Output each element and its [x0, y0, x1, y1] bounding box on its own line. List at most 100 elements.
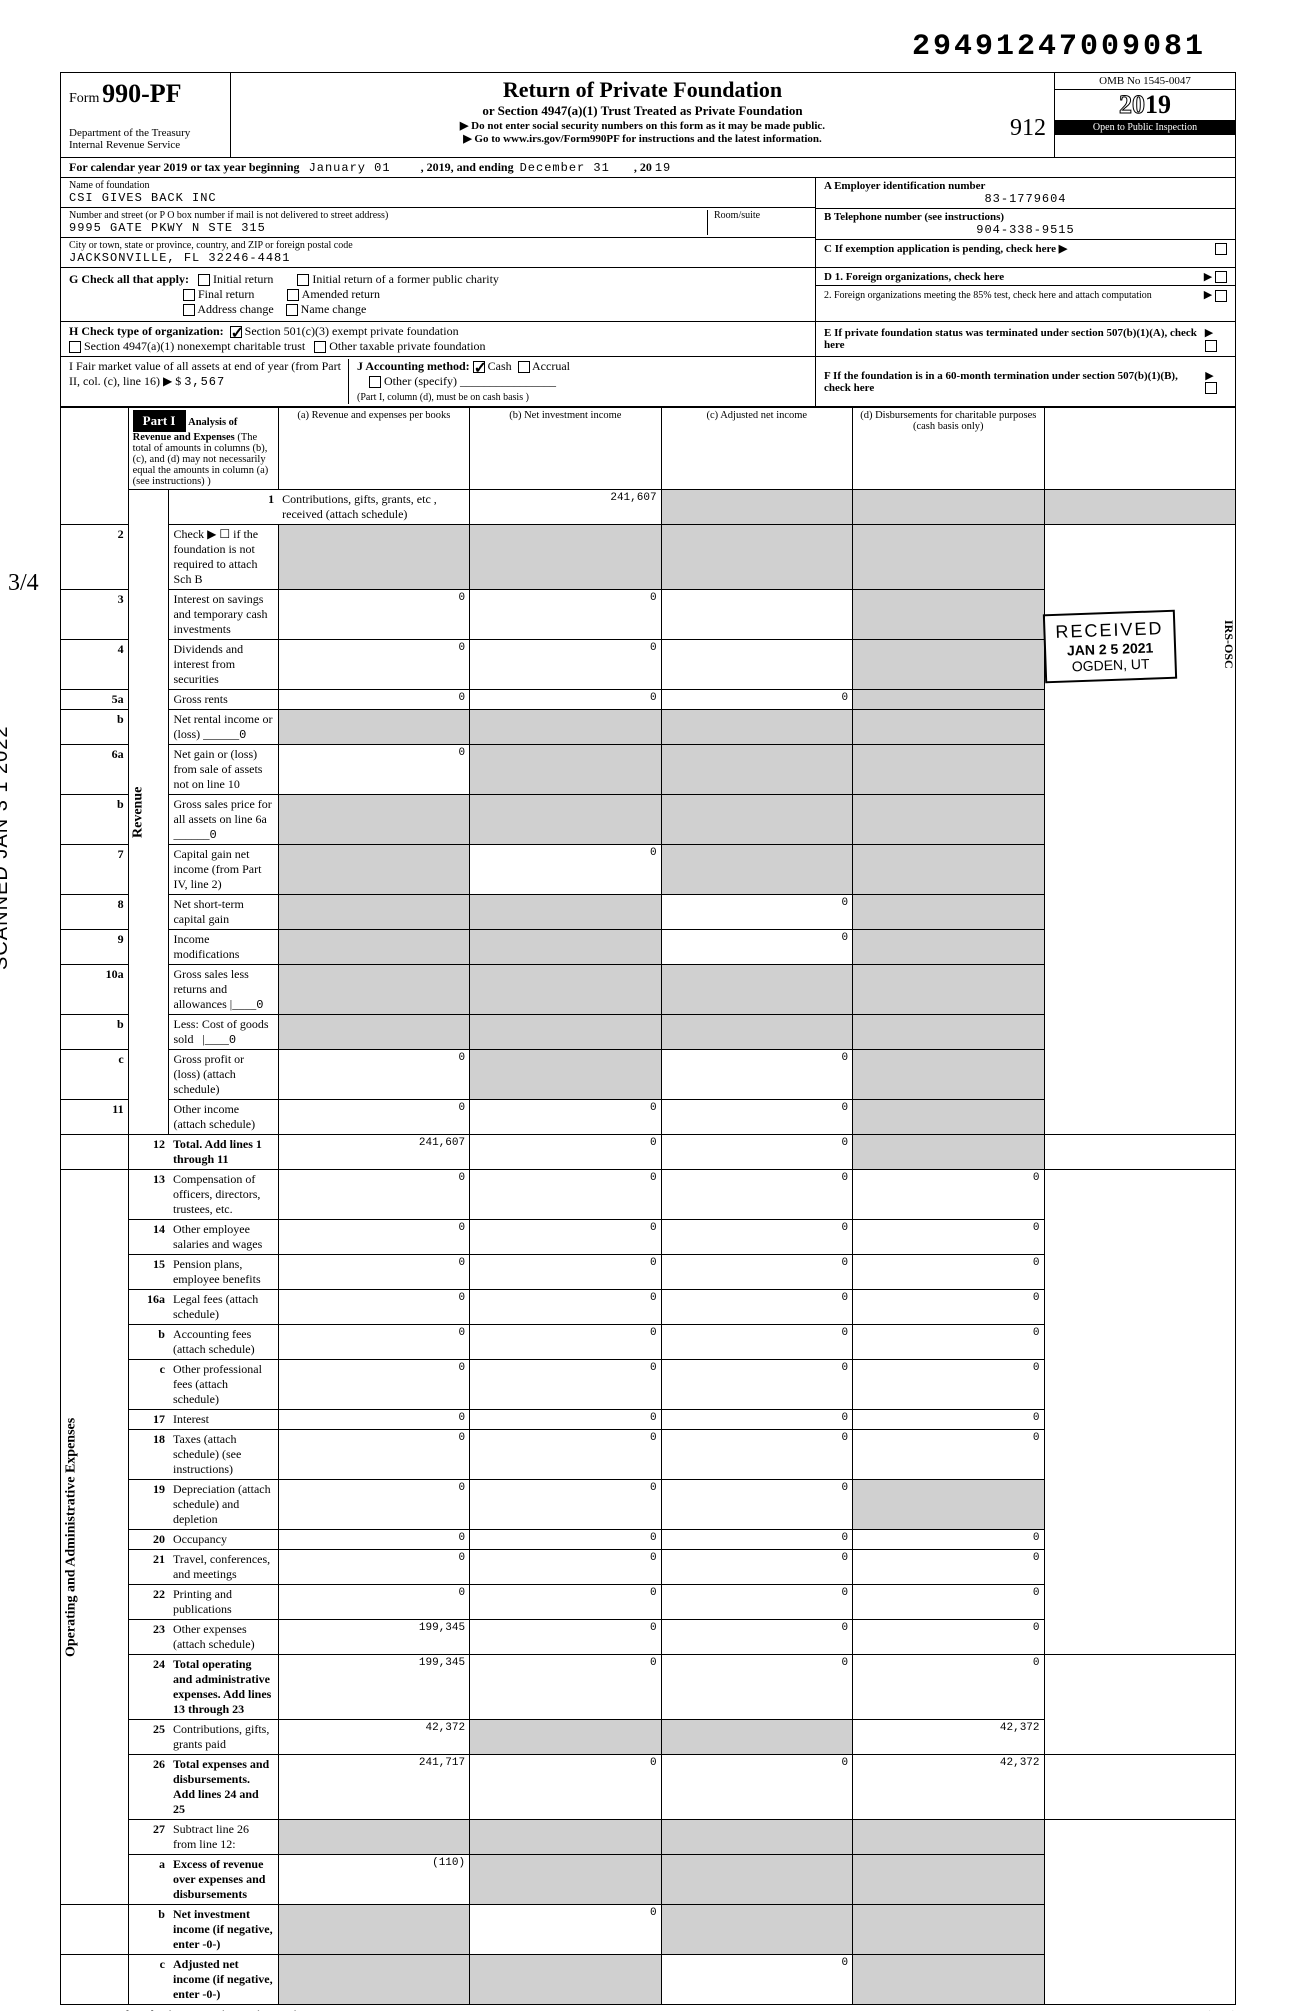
table-row: 16aLegal fees (attach schedule)0000	[61, 1290, 1236, 1325]
revenue-vlabel: Revenue	[128, 490, 169, 1135]
form-subtitle: or Section 4947(a)(1) Trust Treated as P…	[239, 103, 1046, 119]
form-label: Form	[69, 91, 99, 106]
opt-initial: Initial return	[213, 272, 273, 286]
dept: Department of the Treasury	[69, 127, 222, 139]
foundation-name: CSI GIVES BACK INC	[69, 191, 807, 205]
scanned-stamp: SCANNED JAN 3 1 2022	[0, 725, 13, 970]
table-row: bAccounting fees (attach schedule)0000	[61, 1325, 1236, 1360]
city: JACKSONVILLE, FL 32246-4481	[69, 251, 807, 265]
table-row: aExcess of revenue over expenses and dis…	[61, 1855, 1236, 1905]
phone-label: B Telephone number (see instructions)	[824, 211, 1227, 223]
opt-other-taxable: Other taxable private foundation	[329, 339, 485, 353]
chk-address[interactable]	[183, 304, 195, 316]
table-row: 7Capital gain net income (from Part IV, …	[61, 845, 1236, 895]
footer-right: Form 990-PF (2019)	[1144, 2009, 1236, 2011]
table-row: 2Check ▶ ☐ if the foundation is not requ…	[61, 525, 1236, 590]
section-ij: I Fair market value of all assets at end…	[60, 356, 1236, 407]
c-checkbox[interactable]	[1215, 243, 1227, 255]
e-label: E If private foundation status was termi…	[824, 327, 1205, 351]
c-label: C If exemption application is pending, c…	[824, 242, 1067, 255]
city-label: City or town, state or province, country…	[69, 240, 807, 251]
chk-name[interactable]	[286, 304, 298, 316]
opt-name: Name change	[301, 302, 367, 316]
chk-initial-former[interactable]	[297, 274, 309, 286]
part1-label: Part I	[133, 410, 186, 432]
table-row: 12Total. Add lines 1 through 11 241,6070…	[61, 1135, 1236, 1170]
fmv-value: 3,567	[184, 375, 225, 389]
col-b-header: (b) Net investment income	[470, 408, 661, 490]
table-row: b Net rental income or (loss) ______0	[61, 710, 1236, 745]
opt-amended: Amended return	[302, 287, 380, 301]
table-row: Operating and Administrative Expenses 13…	[61, 1170, 1236, 1220]
opt-other-method: Other (specify)	[384, 374, 457, 388]
table-row: 20Occupancy0000	[61, 1530, 1236, 1550]
footer-left: For Paperwork Reduction Act Notice, see …	[60, 2009, 315, 2011]
received-stamp: RECEIVED JAN 2 5 2021 OGDEN, UT	[1043, 610, 1177, 684]
page-footer: For Paperwork Reduction Act Notice, see …	[60, 2009, 1236, 2011]
opt-accrual: Accrual	[532, 359, 570, 373]
room-label: Room/suite	[714, 210, 807, 221]
end-year: 19	[655, 161, 671, 175]
table-row: 19Depreciation (attach schedule) and dep…	[61, 1480, 1236, 1530]
irs-osc-label: IRS-OSC	[1221, 620, 1236, 669]
table-row: 8Net short-term capital gain 0	[61, 895, 1236, 930]
e-checkbox[interactable]	[1205, 340, 1217, 352]
table-row: 26Total expenses and disbursements. Add …	[61, 1755, 1236, 1820]
opt-initial-former: Initial return of a former public charit…	[312, 272, 499, 286]
table-row: b Gross sales price for all assets on li…	[61, 795, 1236, 845]
table-row: bNet investment income (if negative, ent…	[61, 1905, 1236, 1955]
table-row: 23Other expenses (attach schedule)199,34…	[61, 1620, 1236, 1655]
begin-date: January 01	[309, 161, 391, 175]
phone: 904-338-9515	[824, 223, 1227, 237]
f-label: F If the foundation is in a 60-month ter…	[824, 370, 1205, 394]
irs: Internal Revenue Service	[69, 139, 222, 151]
table-row: cAdjusted net income (if negative, enter…	[61, 1955, 1236, 2005]
section-h: H Check type of organization: Section 50…	[60, 321, 1236, 356]
d1-label: D 1. Foreign organizations, check here	[824, 271, 1004, 283]
footer-mid: Cat No 11289X	[695, 2009, 764, 2011]
chk-4947[interactable]	[69, 341, 81, 353]
opt-address: Address change	[197, 302, 273, 316]
g-label: G Check all that apply:	[69, 272, 189, 286]
street: 9995 GATE PKWY N STE 315	[69, 221, 707, 235]
section-g: G Check all that apply: Initial return I…	[60, 267, 1236, 321]
col-c-header: (c) Adjusted net income	[661, 408, 852, 490]
chk-initial[interactable]	[198, 274, 210, 286]
d1-checkbox[interactable]	[1215, 271, 1227, 283]
public-inspection: Open to Public Inspection	[1055, 120, 1235, 135]
end-month: December 31	[520, 161, 610, 175]
dln: 29491247009081	[60, 30, 1236, 64]
chk-other-method[interactable]	[369, 376, 381, 388]
chk-501c3[interactable]	[230, 326, 242, 338]
table-row: 11Other income (attach schedule) 000	[61, 1100, 1236, 1135]
table-row: cGross profit or (loss) (attach schedule…	[61, 1050, 1236, 1100]
calendar-year-row: For calendar year 2019 or tax year begin…	[60, 157, 1236, 177]
goto-link: ▶ Go to www.irs.gov/Form990PF for instru…	[239, 132, 1046, 145]
table-row: 27Subtract line 26 from line 12:	[61, 1820, 1236, 1855]
table-row: b Less: Cost of goods sold |____0	[61, 1015, 1236, 1050]
table-row: Revenue 1Contributions, gifts, grants, e…	[61, 490, 1236, 525]
street-label: Number and street (or P O box number if …	[69, 210, 707, 221]
chk-other-taxable[interactable]	[314, 341, 326, 353]
opt-501c3: Section 501(c)(3) exempt private foundat…	[245, 324, 459, 338]
expenses-vlabel: Operating and Administrative Expenses	[61, 1170, 129, 1905]
cal-prefix: For calendar year 2019 or tax year begin…	[69, 160, 300, 174]
chk-cash[interactable]	[473, 361, 485, 373]
opt-4947: Section 4947(a)(1) nonexempt charitable …	[84, 339, 305, 353]
d2-label: 2. Foreign organizations meeting the 85%…	[824, 290, 1152, 301]
ein-label: A Employer identification number	[824, 180, 1227, 192]
d2-checkbox[interactable]	[1215, 290, 1227, 302]
chk-final[interactable]	[183, 289, 195, 301]
table-row: 22Printing and publications0000	[61, 1585, 1236, 1620]
table-row: 24Total operating and administrative exp…	[61, 1655, 1236, 1720]
chk-amended[interactable]	[287, 289, 299, 301]
table-row: 21Travel, conferences, and meetings0000	[61, 1550, 1236, 1585]
chk-accrual[interactable]	[518, 361, 530, 373]
table-row: 9Income modifications 0	[61, 930, 1236, 965]
f-checkbox[interactable]	[1205, 382, 1217, 394]
handwrite-fraction: 3/4	[8, 570, 39, 597]
ssn-warning: ▶ Do not enter social security numbers o…	[239, 119, 1046, 132]
opt-cash: Cash	[488, 359, 512, 373]
form-number: 990-PF	[102, 79, 181, 108]
cal-suffix: , 20	[634, 160, 652, 174]
